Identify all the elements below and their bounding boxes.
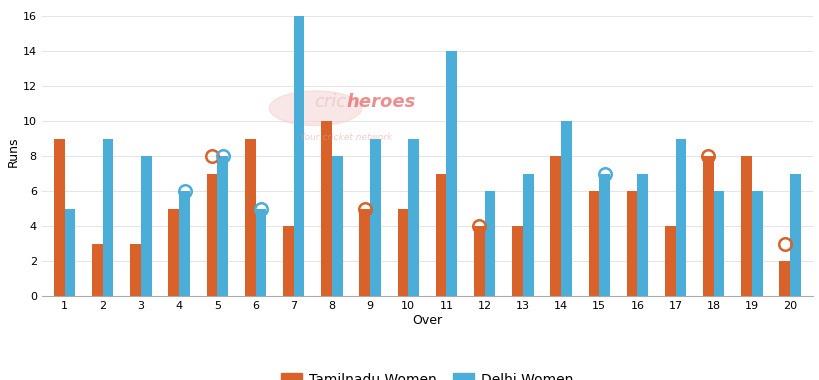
Bar [217,156,228,296]
Text: cric: cric [314,93,346,111]
Bar [626,191,636,296]
Bar [675,139,686,296]
Bar [65,209,75,296]
Y-axis label: Runs: Runs [7,136,20,167]
Bar [206,174,217,296]
Bar [550,156,560,296]
Bar [713,191,723,296]
Bar [408,139,419,296]
Bar [256,209,266,296]
Bar [740,156,751,296]
Bar [332,156,342,296]
Bar [588,191,599,296]
Bar [54,139,65,296]
Bar [446,51,457,296]
Legend: Tamilnadu Women, Delhi Women: Tamilnadu Women, Delhi Women [275,367,578,380]
Bar [92,244,102,296]
Bar [790,174,800,296]
Bar [397,209,408,296]
Bar [141,156,152,296]
Bar [245,139,256,296]
Bar [473,226,484,296]
Bar [168,209,179,296]
Bar [179,191,190,296]
Bar [636,174,647,296]
Bar [321,121,332,296]
Bar [702,156,713,296]
Bar [664,226,675,296]
Bar [779,261,790,296]
Bar [359,209,369,296]
Bar [130,244,141,296]
Bar [523,174,533,296]
Bar [283,226,293,296]
Bar [560,121,571,296]
Bar [751,191,762,296]
Bar [599,174,609,296]
Bar [435,174,446,296]
Bar [484,191,495,296]
Circle shape [269,91,361,126]
Bar [293,16,304,296]
X-axis label: Over: Over [412,314,442,327]
Bar [369,139,380,296]
Text: Your cricket network: Your cricket network [300,133,392,142]
Bar [102,139,113,296]
Text: heroes: heroes [346,93,415,111]
Bar [512,226,523,296]
